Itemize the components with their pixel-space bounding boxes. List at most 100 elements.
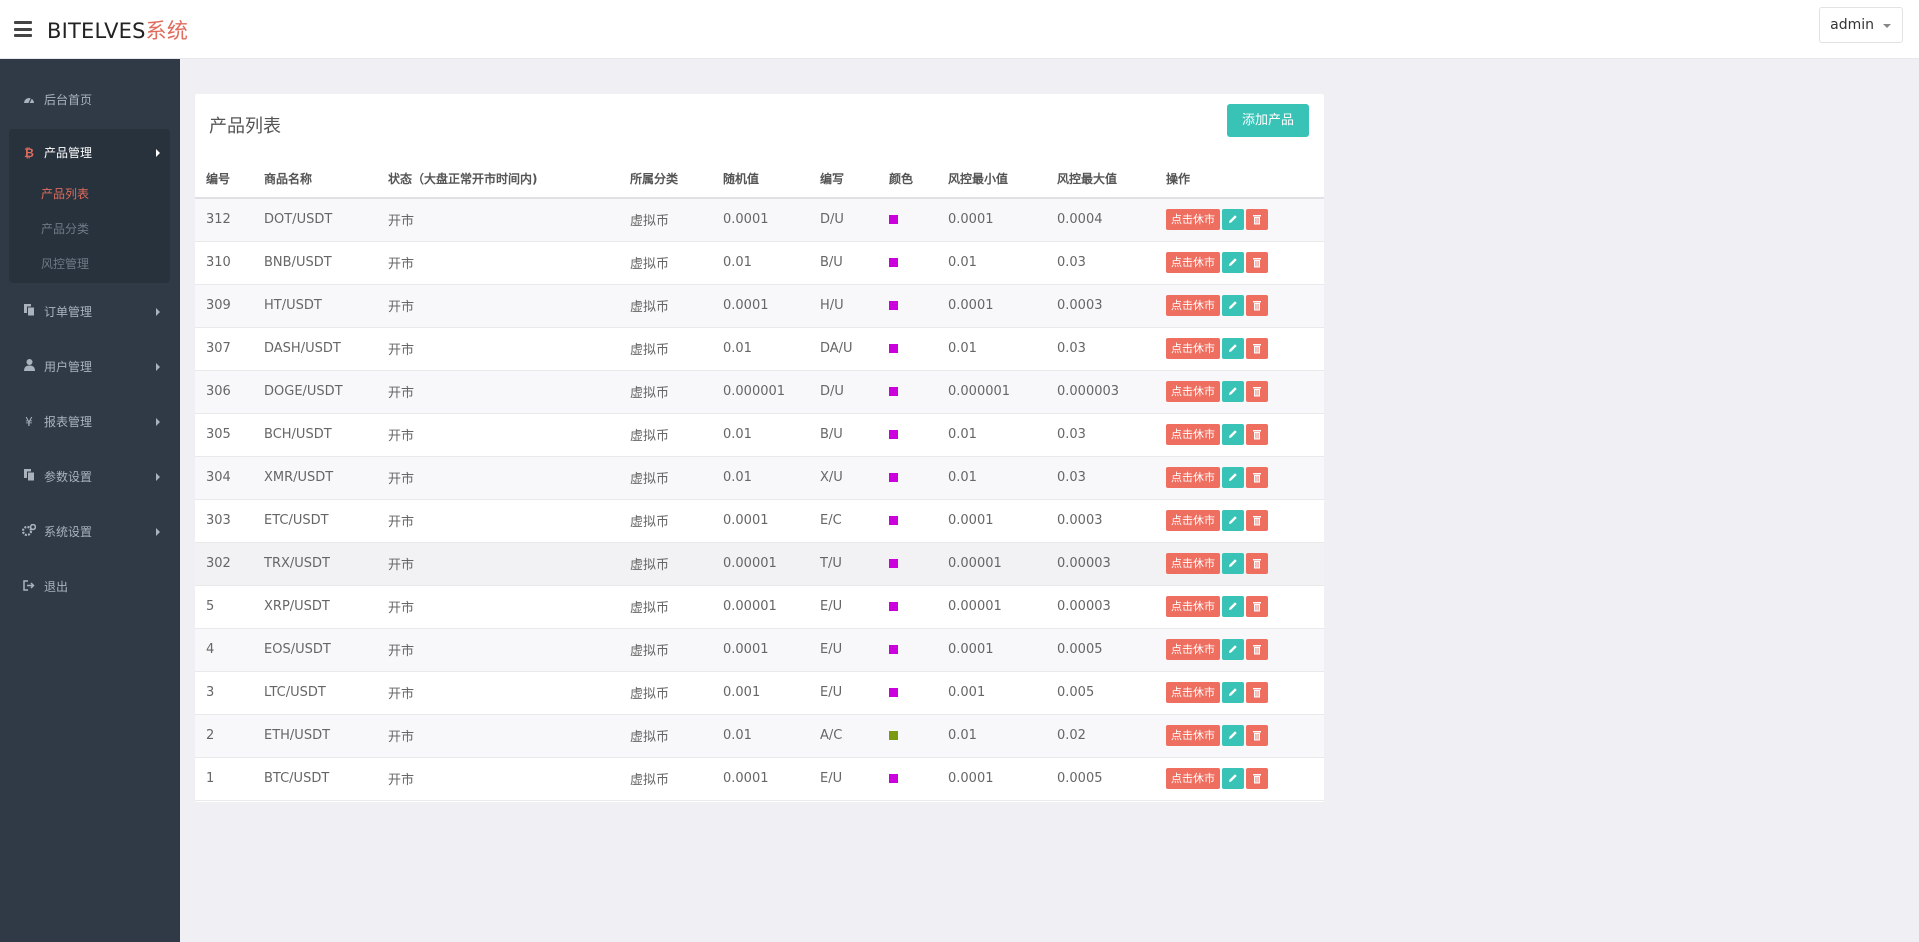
- sidebar-sub-product-list[interactable]: 产品列表: [41, 187, 90, 201]
- sidebar-item-label: 订单管理: [44, 305, 93, 319]
- edit-button[interactable]: [1222, 209, 1244, 231]
- edit-button[interactable]: [1222, 252, 1244, 273]
- cell-id: 309: [195, 284, 253, 328]
- delete-button[interactable]: [1246, 639, 1268, 660]
- cell-id: 306: [195, 370, 253, 414]
- edit-button[interactable]: [1222, 295, 1244, 316]
- table-header-row: 编号 商品名称 状态（大盘正常开市时间内) 所属分类 随机值 编写 颜色 风控最…: [195, 160, 1324, 199]
- cell-max: 0.03: [1046, 241, 1155, 285]
- edit-button[interactable]: [1222, 682, 1244, 703]
- edit-button[interactable]: [1222, 639, 1244, 660]
- close-market-button[interactable]: 点击休市: [1166, 682, 1220, 703]
- close-market-button[interactable]: 点击休市: [1166, 424, 1220, 445]
- close-market-button[interactable]: 点击休市: [1166, 768, 1220, 789]
- sidebar-item-label: 后台首页: [44, 93, 93, 107]
- delete-button[interactable]: [1246, 768, 1268, 789]
- close-market-button[interactable]: 点击休市: [1166, 381, 1220, 402]
- close-market-button[interactable]: 点击休市: [1166, 553, 1220, 574]
- edit-button[interactable]: [1222, 768, 1244, 789]
- sidebar-item-logout[interactable]: 退出: [0, 572, 180, 602]
- close-market-button[interactable]: 点击休市: [1166, 639, 1220, 660]
- cell-code: X/U: [809, 456, 878, 500]
- sidebar-item-orders[interactable]: 订单管理: [0, 297, 180, 327]
- cell-random: 0.0001: [712, 284, 809, 328]
- cell-status: 开市: [377, 370, 619, 414]
- delete-button[interactable]: [1246, 682, 1268, 703]
- sidebar-item-products[interactable]: ₿ 产品管理: [0, 138, 180, 168]
- close-market-button[interactable]: 点击休市: [1166, 295, 1220, 316]
- cell-category: 虚拟币: [619, 284, 712, 328]
- edit-button[interactable]: [1222, 467, 1244, 488]
- sidebar-item-params[interactable]: 参数设置: [0, 462, 180, 492]
- cell-status: 开市: [377, 757, 619, 801]
- delete-button[interactable]: [1246, 424, 1268, 445]
- cell-status: 开市: [377, 499, 619, 543]
- delete-button[interactable]: [1246, 252, 1268, 273]
- table-row: 309 HT/USDT 开市 虚拟币 0.0001 H/U 0.0001 0.0003 点击休市: [195, 284, 1324, 328]
- edit-button[interactable]: [1222, 725, 1244, 746]
- cell-actions: 点击休市: [1155, 241, 1324, 285]
- cell-min: 0.00001: [937, 585, 1046, 629]
- delete-button[interactable]: [1246, 553, 1268, 574]
- table-row: 312 DOT/USDT 开市 虚拟币 0.0001 D/U 0.0001 0.0004 点击休…: [195, 198, 1324, 242]
- close-market-button[interactable]: 点击休市: [1166, 596, 1220, 617]
- add-product-button[interactable]: 添加产品: [1227, 104, 1309, 137]
- cell-actions: 点击休市: [1155, 671, 1324, 715]
- hamburger-menu-icon[interactable]: [14, 21, 32, 37]
- close-market-button[interactable]: 点击休市: [1166, 338, 1220, 359]
- sidebar-sub-risk-control[interactable]: 风控管理: [41, 257, 90, 271]
- delete-button[interactable]: [1246, 209, 1268, 231]
- close-market-button[interactable]: 点击休市: [1166, 725, 1220, 746]
- close-market-button[interactable]: 点击休市: [1166, 467, 1220, 488]
- cell-color: [878, 198, 937, 242]
- cell-min: 0.0001: [937, 757, 1046, 801]
- user-name: admin: [1830, 17, 1874, 33]
- sidebar-item-reports[interactable]: ¥ 报表管理: [0, 407, 180, 437]
- column-header: 操作: [1155, 160, 1324, 199]
- cell-category: 虚拟币: [619, 628, 712, 672]
- delete-button[interactable]: [1246, 596, 1268, 617]
- edit-button[interactable]: [1222, 553, 1244, 574]
- sidebar-item-dashboard[interactable]: 后台首页: [0, 85, 180, 115]
- cell-id: 310: [195, 241, 253, 285]
- table-row: 303 ETC/USDT 开市 虚拟币 0.0001 E/C 0.0001 0.0003 点击休…: [195, 499, 1324, 543]
- chevron-right-icon: [156, 473, 160, 481]
- delete-button[interactable]: [1246, 725, 1268, 746]
- delete-button[interactable]: [1246, 338, 1268, 359]
- cell-max: 0.03: [1046, 413, 1155, 457]
- cell-code: D/U: [809, 198, 878, 242]
- close-market-button[interactable]: 点击休市: [1166, 252, 1220, 273]
- delete-button[interactable]: [1246, 295, 1268, 316]
- close-market-button[interactable]: 点击休市: [1166, 510, 1220, 531]
- edit-button[interactable]: [1222, 596, 1244, 617]
- edit-button[interactable]: [1222, 510, 1244, 531]
- user-dropdown[interactable]: admin: [1819, 7, 1903, 43]
- column-header: 编写: [809, 160, 878, 199]
- delete-button[interactable]: [1246, 467, 1268, 488]
- cell-actions: 点击休市: [1155, 413, 1324, 457]
- close-market-button[interactable]: 点击休市: [1166, 209, 1220, 231]
- cell-code: DA/U: [809, 327, 878, 371]
- sidebar-item-users[interactable]: 用户管理: [0, 352, 180, 382]
- cell-category: 虚拟币: [619, 671, 712, 715]
- edit-button[interactable]: [1222, 424, 1244, 445]
- edit-button[interactable]: [1222, 381, 1244, 402]
- sidebar-sub-product-category[interactable]: 产品分类: [41, 222, 90, 236]
- table-row: 310 BNB/USDT 开市 虚拟币 0.01 B/U 0.01 0.03 点击休市: [195, 241, 1324, 285]
- column-header: 所属分类: [619, 160, 712, 199]
- column-header: 随机值: [712, 160, 809, 199]
- cell-name: BNB/USDT: [253, 241, 377, 285]
- copy-icon: [20, 462, 38, 492]
- cell-name: XMR/USDT: [253, 456, 377, 500]
- cell-color: [878, 413, 937, 457]
- cell-status: 开市: [377, 628, 619, 672]
- caret-down-icon: [1883, 24, 1891, 28]
- cell-code: E/U: [809, 671, 878, 715]
- sidebar: 后台首页 ₿ 产品管理 产品列表 产品分类 风控管理 订单管理 用户管理 ¥ 报表管…: [0, 59, 180, 942]
- delete-button[interactable]: [1246, 510, 1268, 531]
- cell-color: [878, 499, 937, 543]
- cell-category: 虚拟币: [619, 327, 712, 371]
- delete-button[interactable]: [1246, 381, 1268, 402]
- edit-button[interactable]: [1222, 338, 1244, 359]
- sidebar-item-system[interactable]: 系统设置: [0, 517, 180, 547]
